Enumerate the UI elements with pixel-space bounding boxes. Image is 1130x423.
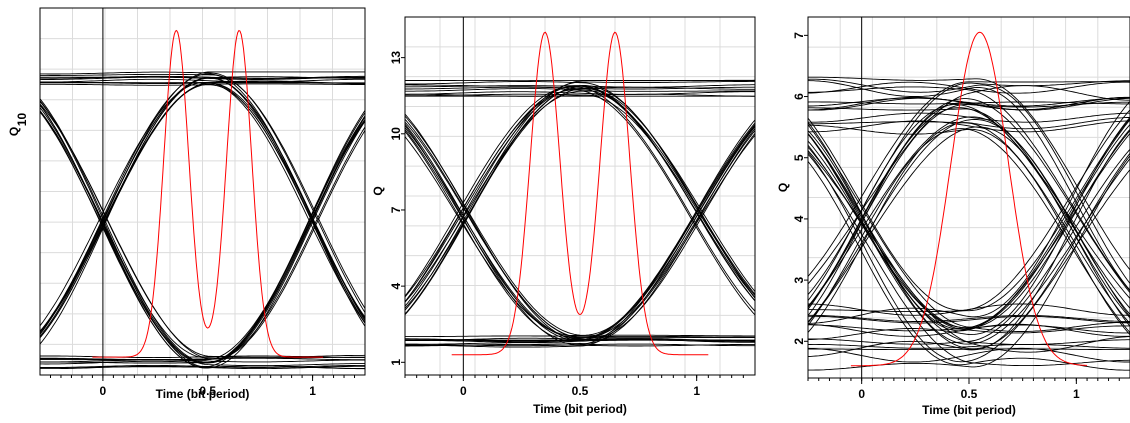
eye-trace: [40, 82, 365, 338]
eye-trace: [40, 83, 365, 332]
x-tick-label: 0: [100, 384, 107, 398]
y-tick-label: 2: [792, 338, 806, 345]
q-factor-curve: [92, 29, 324, 358]
y-tick-label: 7: [389, 206, 403, 213]
plot-frame: [39, 7, 366, 376]
y-tick-label: 4: [389, 282, 403, 289]
eye-trace: [40, 357, 365, 361]
x-axis-title: Time (bit period): [922, 403, 1016, 417]
y-tick-label: 3: [792, 276, 806, 283]
eye-trace: [40, 76, 365, 80]
grid: [40, 8, 365, 375]
y-tick-label: 7: [792, 32, 806, 39]
y-axis-title: Q: [371, 186, 385, 195]
x-tick-label: 1: [309, 384, 316, 398]
chart-panel-2: 0 0.5 1 1 4 7 10 13 Time (bit period) Q: [371, 16, 756, 416]
x-tick-label: 0.5: [961, 387, 978, 401]
x-axis-title: Time (bit period): [156, 387, 250, 401]
eye-trace: [40, 110, 365, 367]
eye-trace: [40, 115, 365, 364]
x-tick-label: 0: [460, 384, 467, 398]
x-axis-title: Time (bit period): [533, 402, 627, 416]
y-tick-label: 10: [389, 127, 403, 141]
y-axis-title: Q: [7, 127, 21, 136]
y-tick-label: 5: [792, 154, 806, 161]
eye-trace: [40, 78, 365, 83]
x-tick-label: 0: [858, 387, 865, 401]
q-factor-line: [451, 31, 709, 356]
y-tick-label: 13: [389, 51, 403, 65]
x-tick-label: 1: [693, 384, 700, 398]
q-factor-line: [92, 29, 324, 358]
y-tick-label: 4: [792, 215, 806, 222]
x-tick-label: 1: [1073, 387, 1080, 401]
x-tick-label: 0.5: [572, 384, 589, 398]
minor-ticks: [49, 375, 356, 378]
eye-trace: [40, 80, 365, 333]
eye-trace: [808, 348, 1130, 351]
chart-panel-3: 0 0.5 1 2 3 4 5 6 7 Time (bit period) Q: [776, 16, 1130, 417]
eye-trace: [40, 75, 365, 79]
minor-ticks: [807, 378, 1120, 381]
y-tick-label: 1: [389, 359, 403, 366]
eye-traces: [40, 71, 365, 370]
eye-trace: [40, 73, 365, 309]
q-factor-curve: [451, 31, 709, 356]
y-tick-label: 6: [792, 93, 806, 100]
x-tick-label: 0.5: [199, 384, 216, 398]
grid: [808, 17, 1130, 378]
eye-trace: [40, 81, 365, 85]
y-axis-title-subscript: 10: [15, 113, 29, 127]
q-factor-curve: [850, 31, 1088, 367]
y-axis-title: Q: [776, 183, 790, 192]
eye-trace: [40, 359, 365, 363]
q-factor-line: [850, 31, 1088, 367]
grid: [405, 17, 755, 375]
chart-panel-1: 0 0.5 1 Time (bit period) Q10: [7, 7, 366, 401]
